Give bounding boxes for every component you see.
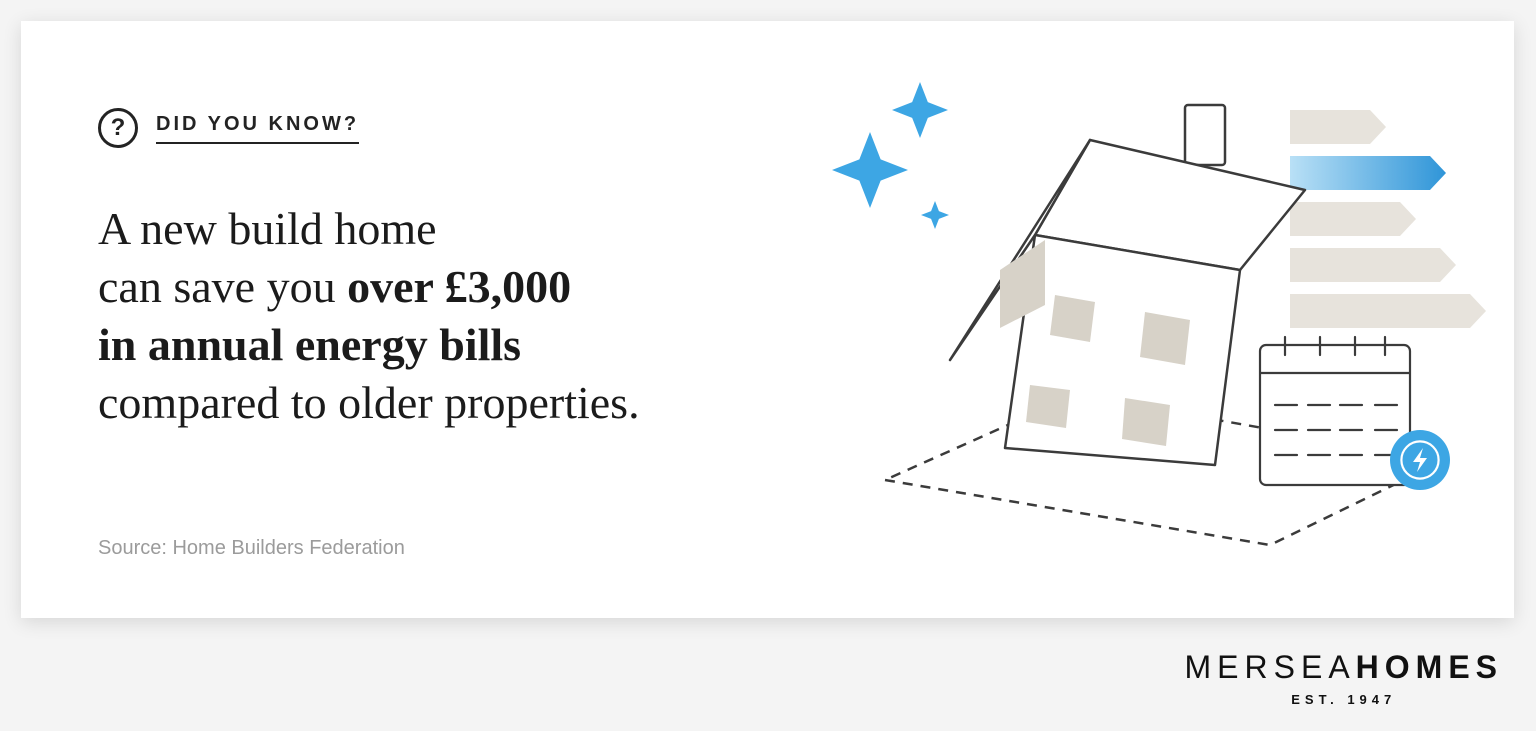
house-illustration	[830, 70, 1490, 570]
question-mark-icon: ?	[98, 108, 138, 148]
brand-name: MERSEAHOMES	[1185, 649, 1503, 686]
headline-text: A new build home can save you over £3,00…	[98, 200, 640, 432]
headline-line-1: A new build home	[98, 200, 640, 258]
headline-line-3: in annual energy bills	[98, 316, 640, 374]
brand-est: EST. 1947	[1185, 692, 1503, 707]
did-you-know-label: DID YOU KNOW?	[156, 113, 359, 144]
brand-logo: MERSEAHOMES EST. 1947	[1185, 649, 1503, 707]
did-you-know-header: ? DID YOU KNOW?	[98, 108, 359, 148]
source-citation: Source: Home Builders Federation	[98, 537, 405, 560]
headline-line-2: can save you over £3,000	[98, 258, 640, 316]
house-illustration-svg	[830, 70, 1490, 570]
headline-line-4: compared to older properties.	[98, 374, 640, 432]
